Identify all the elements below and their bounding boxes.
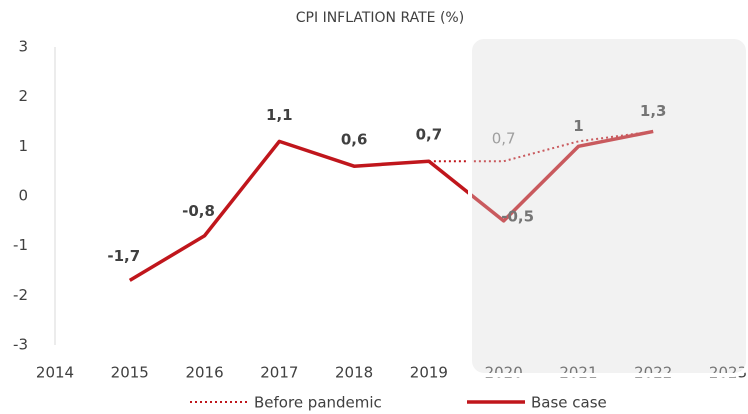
data-label: 1,1: [266, 106, 293, 124]
data-line: [128, 129, 654, 282]
data-label: 1,3: [640, 102, 667, 120]
shaded-region: [468, 35, 748, 377]
data-label: 0,7: [492, 130, 516, 148]
legend-label: Before pandemic: [254, 394, 382, 412]
data-label: -1,7: [107, 247, 140, 265]
y-tick-label: 3: [18, 38, 28, 56]
legend-label: Base case: [531, 394, 607, 412]
y-tick-label: 2: [18, 87, 28, 105]
data-label: -0,8: [182, 202, 215, 220]
x-tick-label: 2018: [335, 364, 373, 382]
y-tick-label: 0: [18, 187, 28, 205]
x-tick-label: 2019: [410, 364, 448, 382]
data-label: 0,6: [341, 131, 368, 149]
x-tick-label: 2016: [185, 364, 223, 382]
y-tick-label: -2: [13, 286, 28, 304]
x-tick-label: 2014: [36, 364, 74, 382]
chart-title: CPI INFLATION RATE (%): [296, 10, 464, 26]
y-tick-label: -1: [13, 236, 28, 254]
data-label: 1: [573, 117, 583, 135]
x-tick-label: 2015: [111, 364, 149, 382]
x-tick-label: 2017: [260, 364, 298, 382]
y-tick-label: -3: [13, 336, 28, 354]
y-tick-label: 1: [18, 137, 28, 155]
data-label: 0,7: [416, 126, 443, 144]
data-label: -0,5: [501, 207, 534, 225]
